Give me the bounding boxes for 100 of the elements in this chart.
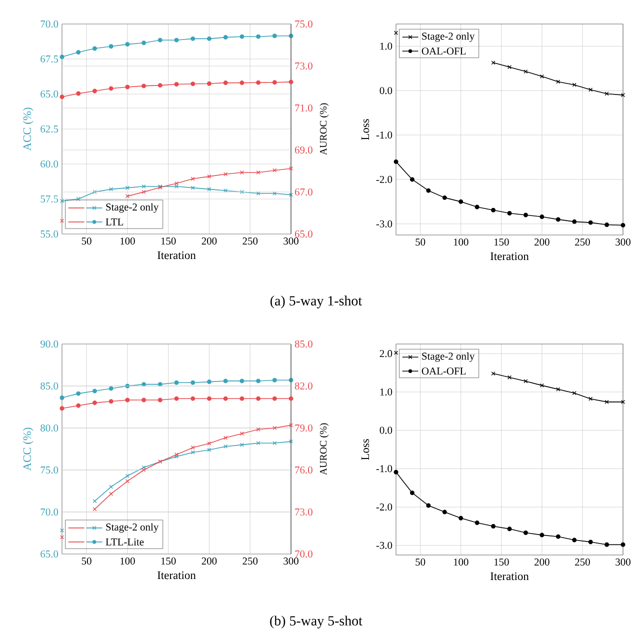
x-tick-label: 150 (161, 558, 176, 565)
point (76, 50, 81, 55)
x-tick-label: 300 (616, 558, 630, 566)
point (60, 535, 64, 540)
point (190, 176, 195, 181)
text: (b) 5-way 5-shot (270, 616, 362, 628)
point (240, 170, 244, 175)
point (572, 391, 576, 396)
point (190, 186, 195, 190)
point (256, 80, 261, 85)
point (158, 38, 162, 42)
y-tick-label: 0.0 (380, 87, 392, 94)
legend-label: LTL-Lite (106, 538, 144, 546)
x-tick-label: 50 (416, 558, 426, 566)
legend-label: LTL (106, 218, 124, 226)
point (240, 378, 244, 384)
y-tick-label: 75.0 (40, 466, 58, 474)
x-tick-label: 100 (454, 558, 468, 566)
point (556, 80, 560, 84)
point (524, 379, 528, 384)
point (604, 400, 609, 404)
point (190, 396, 196, 401)
x-tick-label: 50 (82, 238, 92, 245)
y-tick-label: 65.0 (40, 90, 58, 98)
point (125, 479, 130, 484)
point (410, 490, 414, 496)
point (556, 534, 560, 539)
point (125, 84, 130, 90)
y-tick-label: -3.0 (376, 542, 392, 549)
point (604, 92, 609, 96)
point (109, 492, 114, 496)
point (174, 396, 179, 401)
x-tick-label: 250 (575, 558, 590, 566)
point (92, 400, 97, 406)
legend-label: Stage-2 only (106, 523, 159, 533)
y-tick-label: 2.0 (380, 350, 392, 358)
point (272, 80, 277, 85)
point (272, 441, 277, 446)
y-tick-label: -1.0 (376, 465, 392, 472)
point (507, 210, 512, 216)
y-tick-label: 67.5 (40, 55, 58, 63)
point (588, 396, 593, 401)
y2-tick-label: 70.0 (295, 550, 312, 558)
x-axis-title: Iteration (490, 252, 529, 260)
legend-label: Stage-2 only (422, 32, 475, 42)
y-tick-label: 57.5 (40, 196, 58, 202)
point (426, 503, 431, 508)
point (224, 188, 228, 193)
point (224, 172, 228, 176)
legend-label: OAL-OFL (422, 368, 466, 375)
x-tick-label: 300 (284, 238, 298, 245)
point (394, 159, 398, 164)
point (76, 391, 81, 396)
point (125, 42, 130, 47)
x-axis-title: Iteration (158, 571, 196, 580)
y2-tick-label: 85.0 (294, 340, 312, 348)
point (240, 190, 244, 194)
point (109, 484, 114, 489)
point (174, 82, 179, 87)
point (190, 36, 196, 41)
point (426, 188, 431, 193)
point (507, 375, 512, 380)
point (206, 81, 212, 86)
point (524, 69, 528, 74)
y2-tick-label: 69.0 (294, 146, 312, 154)
point (223, 396, 228, 401)
y-tick-label: 70.0 (40, 20, 58, 28)
x-tick-label: 300 (284, 558, 298, 565)
point (240, 396, 244, 401)
y2-axis-title: AUROC (%) (320, 103, 329, 156)
point (142, 465, 146, 470)
x-tick-label: 200 (534, 238, 550, 246)
point (76, 91, 81, 96)
point (556, 217, 560, 222)
y-tick-label: -2.0 (376, 503, 392, 511)
point (207, 441, 212, 446)
point (108, 399, 114, 404)
point (142, 184, 146, 188)
point (158, 398, 162, 402)
point (142, 40, 146, 46)
y2-tick-label: 73.0 (295, 508, 312, 516)
point (142, 468, 146, 472)
y-tick-label: 0.0 (380, 426, 392, 434)
y-tick-label: 70.0 (40, 508, 58, 516)
x-tick-label: 50 (416, 238, 426, 246)
point (523, 212, 528, 218)
point (60, 94, 64, 100)
point (174, 380, 179, 385)
point (92, 46, 97, 51)
point (142, 190, 146, 194)
point (60, 528, 64, 533)
point (109, 187, 114, 192)
point (224, 436, 228, 440)
point (92, 190, 97, 194)
point (142, 398, 146, 402)
point (206, 36, 212, 41)
y-axis-title: ACC (%) (22, 428, 34, 471)
x-tick-label: 250 (242, 238, 258, 245)
point (240, 80, 244, 86)
point (142, 84, 146, 88)
